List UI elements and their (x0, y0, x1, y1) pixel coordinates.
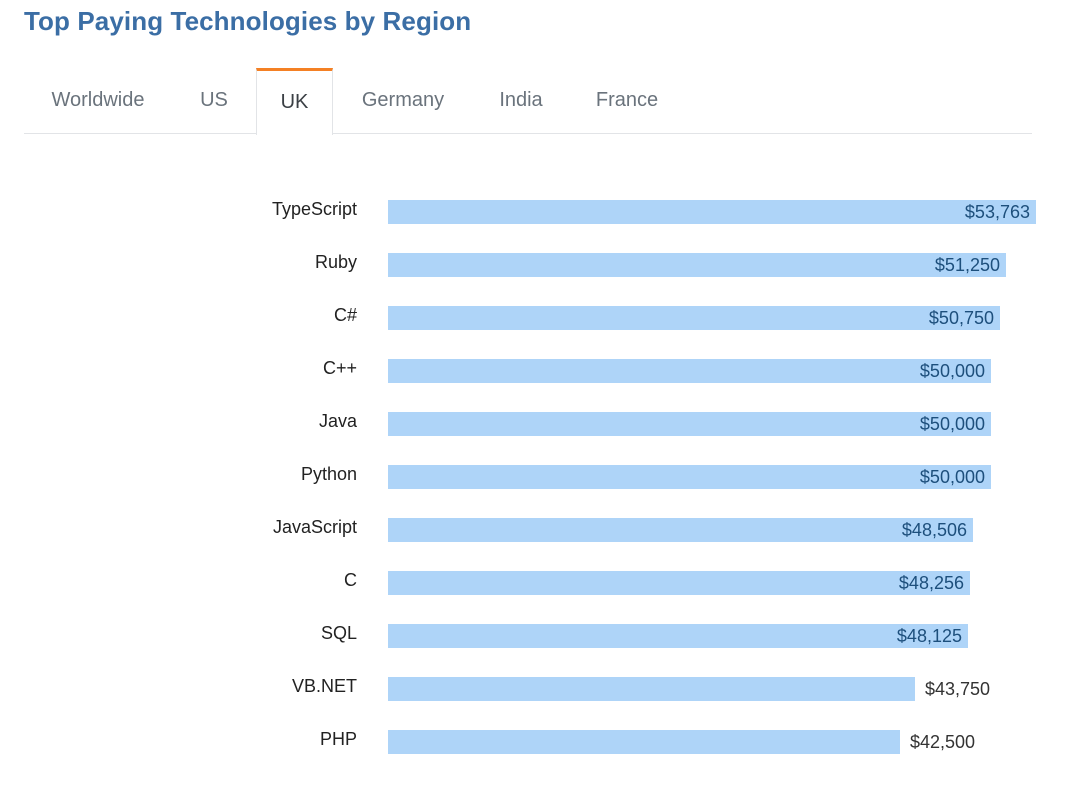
value-label-java: $50,000 (920, 414, 985, 434)
tab-india[interactable]: India (499, 89, 543, 111)
category-label-vb-net: VB.NET (292, 676, 357, 696)
category-label-ruby: Ruby (315, 252, 357, 272)
region-tabs: Worldwide US UK Germany India France (24, 68, 1032, 135)
bar-javascript[interactable] (388, 518, 973, 542)
bar-typescript[interactable] (388, 200, 1036, 224)
category-label-cplusplus: C++ (323, 358, 357, 378)
value-label-csharp: $50,750 (929, 308, 994, 328)
bar-ruby[interactable] (388, 253, 1006, 277)
category-label-java: Java (319, 411, 358, 431)
tab-worldwide[interactable]: Worldwide (51, 89, 145, 111)
value-label-sql: $48,125 (897, 626, 962, 646)
bar-php[interactable] (388, 730, 900, 754)
tab-france[interactable]: France (595, 89, 659, 111)
bar-csharp[interactable] (388, 306, 1000, 330)
value-label-c: $48,256 (899, 573, 964, 593)
value-label-vb-net: $43,750 (925, 679, 990, 699)
value-label-cplusplus: $50,000 (920, 361, 985, 381)
bar-vb-net[interactable] (388, 677, 915, 701)
bar-python[interactable] (388, 465, 991, 489)
value-label-python: $50,000 (920, 467, 985, 487)
salary-bar-chart: TypeScript $53,763 Ruby $51,250 C# $50,750 C++… (272, 199, 1036, 754)
bar-c[interactable] (388, 571, 970, 595)
category-label-typescript: TypeScript (272, 199, 357, 219)
category-label-python: Python (301, 464, 357, 484)
page-title: Top Paying Technologies by Region (24, 6, 472, 36)
bar-java[interactable] (388, 412, 991, 436)
category-label-javascript: JavaScript (273, 517, 357, 537)
value-label-typescript: $53,763 (965, 202, 1030, 222)
bar-cplusplus[interactable] (388, 359, 991, 383)
category-label-sql: SQL (321, 623, 357, 643)
tab-germany[interactable]: Germany (361, 89, 445, 111)
value-label-javascript: $48,506 (902, 520, 967, 540)
category-label-c: C (344, 570, 357, 590)
category-label-csharp: C# (334, 305, 357, 325)
tab-us[interactable]: US (200, 89, 228, 111)
value-label-ruby: $51,250 (935, 255, 1000, 275)
value-label-php: $42,500 (910, 732, 975, 752)
bar-sql[interactable] (388, 624, 968, 648)
category-label-php: PHP (320, 729, 357, 749)
tab-uk[interactable]: UK (256, 68, 333, 135)
